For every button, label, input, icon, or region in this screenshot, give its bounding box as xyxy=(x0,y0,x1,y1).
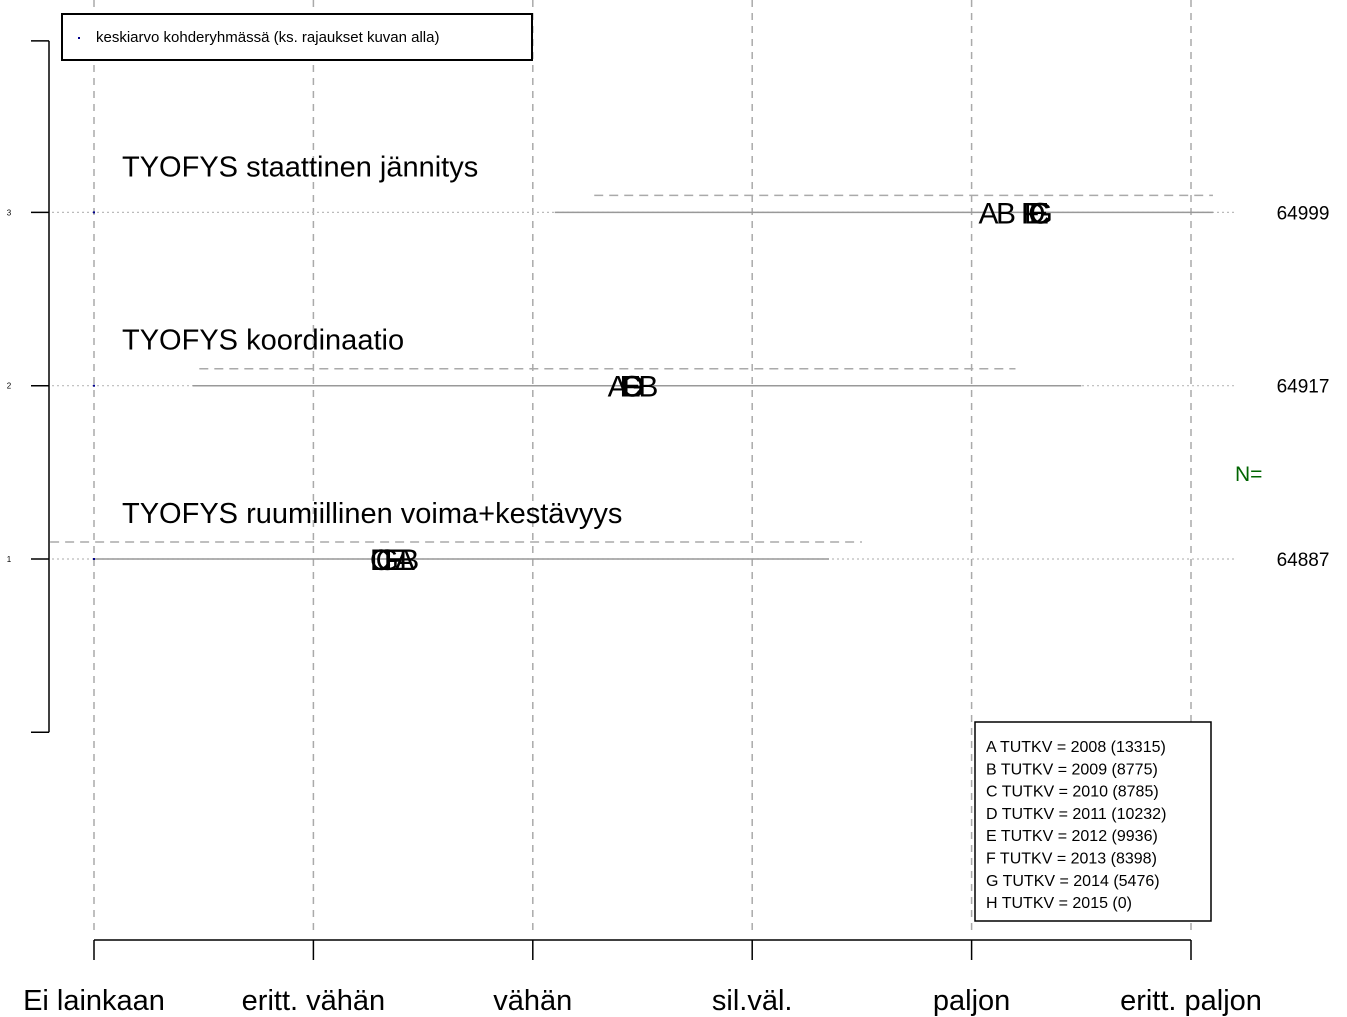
axes: Ei lainkaan eritt. vähän vähän sil.väl. palj… xyxy=(7,40,1262,1017)
target-mean-marker xyxy=(93,558,95,560)
x-tick-label: eritt. paljon xyxy=(1120,985,1262,1017)
x-tick-label: sil.väl. xyxy=(712,985,793,1017)
legend-bottom-entry: A TUTKV = 2008 (13315) xyxy=(986,739,1166,756)
labels: TYOFYS ruumiillinen voima+kestävyys 64887… xyxy=(122,151,1329,571)
y-tick-label: 1 xyxy=(7,555,12,564)
legend-top-text: keskiarvo kohderyhmässä (ks. rajaukset k… xyxy=(96,29,439,46)
legend-bottom-entry: F TUTKV = 2013 (8398) xyxy=(986,851,1157,868)
legend-bottom: A TUTKV = 2008 (13315) B TUTKV = 2009 (87… xyxy=(974,721,1212,922)
item-label: TYOFYS staattinen jännitys xyxy=(122,151,478,183)
legend-bottom-entry: C TUTKV = 2010 (8785) xyxy=(986,784,1159,801)
legend-top-box xyxy=(61,13,533,61)
target-mean-marker xyxy=(93,384,95,387)
point-b: B xyxy=(399,544,418,577)
point-g: G xyxy=(376,544,398,577)
legend-bottom-entry: E TUTKV = 2012 (9936) xyxy=(986,828,1158,845)
item-n-value: 64887 xyxy=(1277,550,1330,571)
legend-top-symbol xyxy=(78,37,80,39)
x-tick-label: Ei lainkaan xyxy=(23,985,165,1017)
legend-bottom-box xyxy=(974,721,1212,922)
point-e: E xyxy=(384,544,403,577)
item-n-value: 64999 xyxy=(1277,203,1330,224)
legend-bottom-entry: B TUTKV = 2009 (8775) xyxy=(986,761,1158,778)
x-tick-label: paljon xyxy=(933,985,1010,1017)
legend-bottom-entry: H TUTKV = 2015 (0) xyxy=(986,895,1132,912)
n-label: N= xyxy=(1235,463,1262,486)
target-mean-marker xyxy=(93,211,95,214)
item-label: TYOFYS koordinaatio xyxy=(122,325,404,357)
point-e: E xyxy=(621,371,640,404)
legend-top: keskiarvo kohderyhmässä (ks. rajaukset k… xyxy=(61,13,533,61)
item-label: TYOFYS ruumiillinen voima+kestävyys xyxy=(122,498,622,530)
point-g: G xyxy=(621,371,643,404)
item-n-value: 64917 xyxy=(1277,377,1330,398)
x-tick-label: vähän xyxy=(493,985,572,1017)
legend-bottom-entry: G TUTKV = 2014 (5476) xyxy=(986,873,1160,890)
x-tick-label: eritt. vähän xyxy=(242,985,385,1017)
point-b: B xyxy=(996,197,1015,230)
point-g: G xyxy=(1029,197,1051,230)
y-tick-label: 2 xyxy=(7,382,12,391)
y-tick-label: 3 xyxy=(7,208,12,217)
legend-bottom-entry: D TUTKV = 2011 (10232) xyxy=(986,806,1166,823)
point-e: E xyxy=(1029,197,1048,230)
point-b: B xyxy=(638,371,657,404)
